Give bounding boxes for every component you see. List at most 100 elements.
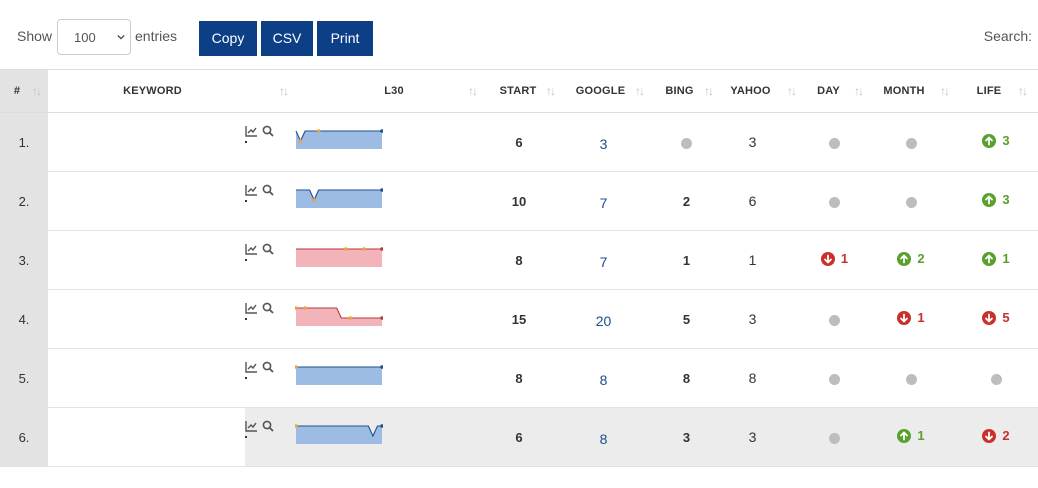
row-tools bbox=[245, 184, 279, 198]
chart-line-icon[interactable] bbox=[245, 420, 258, 432]
arrow-up-circle-icon bbox=[897, 428, 912, 443]
row-number: 2. bbox=[0, 171, 48, 231]
spark-area bbox=[296, 426, 382, 444]
l30-cell bbox=[245, 289, 490, 349]
google-cell: 8 bbox=[560, 407, 655, 467]
arrow-up-circle-icon bbox=[982, 192, 997, 207]
tool-dot bbox=[245, 436, 247, 438]
yahoo-cell: 8 bbox=[718, 348, 801, 408]
google-rank-link[interactable]: 3 bbox=[599, 136, 608, 152]
tool-dot bbox=[245, 318, 247, 320]
copy-button[interactable]: Copy bbox=[199, 21, 257, 56]
header-start[interactable]: START ↑↓ bbox=[490, 69, 560, 113]
google-rank-link[interactable]: 8 bbox=[599, 431, 608, 447]
sort-icon: ↑↓ bbox=[787, 84, 797, 98]
rank-change: 3 bbox=[982, 192, 1010, 208]
header-yahoo-label: YAHOO bbox=[730, 85, 771, 97]
row-tools bbox=[245, 361, 279, 375]
spark-area bbox=[296, 249, 382, 267]
spark-end-point bbox=[380, 316, 383, 320]
header-num-label: # bbox=[13, 85, 21, 97]
neutral-dot-icon bbox=[990, 373, 1002, 385]
google-rank-link[interactable]: 20 bbox=[595, 313, 612, 329]
spark-end-point bbox=[380, 247, 383, 251]
header-day[interactable]: DAY ↑↓ bbox=[801, 69, 868, 113]
spark-marker bbox=[295, 365, 298, 369]
spark-marker bbox=[295, 306, 298, 310]
neutral-dot-icon bbox=[681, 137, 692, 149]
chart-line-icon[interactable] bbox=[245, 243, 258, 255]
start-rank: 10 bbox=[511, 193, 527, 209]
header-day-label: DAY bbox=[817, 85, 840, 97]
life-cell: 1 bbox=[954, 230, 1038, 290]
month-cell bbox=[868, 348, 954, 408]
search-icon[interactable] bbox=[262, 125, 274, 137]
rank-change-value: 3 bbox=[1002, 192, 1010, 208]
l30-cell bbox=[245, 112, 490, 172]
bing-rank: 3 bbox=[682, 429, 691, 445]
sort-icon: ↑↓ bbox=[32, 84, 42, 98]
month-cell bbox=[868, 171, 954, 231]
day-cell bbox=[801, 407, 868, 467]
bing-rank: 2 bbox=[682, 193, 691, 209]
rank-change-value: 1 bbox=[1002, 251, 1010, 267]
google-rank-link[interactable]: 8 bbox=[599, 372, 608, 388]
sort-icon: ↑↓ bbox=[468, 84, 478, 98]
google-rank-link[interactable]: 7 bbox=[599, 195, 608, 211]
header-yahoo[interactable]: YAHOO ↑↓ bbox=[718, 69, 801, 113]
l30-cell bbox=[245, 407, 490, 467]
chart-line-icon[interactable] bbox=[245, 125, 258, 137]
rank-change: 5 bbox=[982, 310, 1010, 325]
search-icon[interactable] bbox=[262, 184, 274, 196]
header-bing-label: BING bbox=[665, 85, 694, 97]
arrow-up-circle-icon bbox=[982, 251, 997, 266]
table-row: 5. 8 8 8 8 bbox=[0, 348, 1038, 408]
header-google-label: GOOGLE bbox=[575, 85, 626, 97]
header-l30[interactable]: L30 ↑↓ bbox=[245, 69, 490, 113]
search-icon[interactable] bbox=[262, 420, 274, 432]
chart-line-icon[interactable] bbox=[245, 361, 258, 373]
header-l30-label: L30 bbox=[384, 85, 404, 97]
sparkline-l30 bbox=[295, 306, 383, 326]
keyword-cell bbox=[48, 171, 245, 231]
header-num[interactable]: # ↑↓ bbox=[0, 69, 48, 113]
yahoo-rank: 8 bbox=[748, 370, 757, 386]
chart-line-icon[interactable] bbox=[245, 302, 258, 314]
entries-select[interactable]: 100 bbox=[57, 19, 131, 55]
spark-marker bbox=[362, 247, 366, 251]
yahoo-cell: 6 bbox=[718, 171, 801, 231]
header-month[interactable]: MONTH ↑↓ bbox=[868, 69, 954, 113]
table-row: 2. 10 7 2 6 3 bbox=[0, 171, 1038, 231]
search-icon[interactable] bbox=[262, 243, 274, 255]
bing-cell bbox=[655, 112, 718, 172]
rank-change-value: 3 bbox=[1002, 133, 1010, 149]
neutral-dot-icon bbox=[905, 137, 917, 149]
row-tools bbox=[245, 420, 279, 434]
print-button[interactable]: Print bbox=[317, 21, 373, 56]
csv-button[interactable]: CSV bbox=[261, 21, 313, 56]
life-cell bbox=[954, 348, 1038, 408]
arrow-down-circle-icon bbox=[982, 310, 997, 325]
life-cell: 5 bbox=[954, 289, 1038, 349]
header-google[interactable]: GOOGLE ↑↓ bbox=[560, 69, 655, 113]
life-cell: 3 bbox=[954, 171, 1038, 231]
header-life[interactable]: LIFE ↑↓ bbox=[954, 69, 1038, 113]
rank-change: 2 bbox=[982, 428, 1010, 444]
search-icon[interactable] bbox=[262, 361, 274, 373]
search-icon[interactable] bbox=[262, 302, 274, 314]
rank-change: 1 bbox=[820, 251, 848, 266]
rank-change: 1 bbox=[897, 310, 925, 325]
google-rank-link[interactable]: 7 bbox=[599, 254, 608, 270]
table-header-row: # ↑↓ KEYWORD ↑↓ L30 ↑↓ START ↑↓ GOOGLE ↑↓ BIN… bbox=[0, 69, 1038, 113]
neutral-dot-icon bbox=[829, 196, 840, 208]
header-bing[interactable]: BING ↑↓ bbox=[655, 69, 718, 113]
rank-change: 1 bbox=[897, 428, 925, 444]
start-cell: 6 bbox=[490, 407, 560, 467]
sort-icon: ↑↓ bbox=[854, 84, 864, 98]
rank-change-value: 1 bbox=[917, 428, 925, 444]
keyword-cell bbox=[48, 289, 245, 349]
header-keyword[interactable]: KEYWORD ↑↓ bbox=[48, 69, 289, 113]
table-row: 4. 15 20 5 3 1 5 bbox=[0, 289, 1038, 349]
chart-line-icon[interactable] bbox=[245, 184, 258, 196]
rank-change-value: 2 bbox=[1002, 428, 1010, 444]
